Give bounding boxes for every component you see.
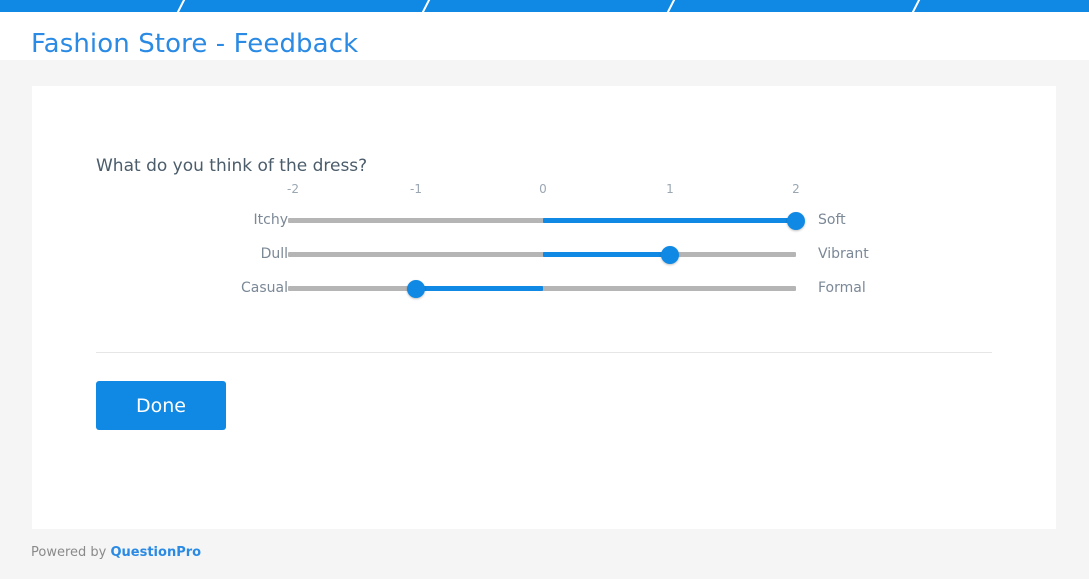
slider-thumb[interactable] <box>661 246 679 264</box>
slider-left-anchor-label: Casual <box>241 280 288 296</box>
header-band: Fashion Store - Feedback <box>0 12 1089 60</box>
slider-thumb[interactable] <box>407 280 425 298</box>
scale-tick-row: -2 -1 0 1 2 <box>32 182 1056 204</box>
progress-segment-divider <box>420 0 432 12</box>
slider-left-anchor-label: Dull <box>260 246 288 262</box>
slider-track[interactable] <box>288 218 796 223</box>
section-divider <box>96 352 992 353</box>
slider-fill <box>416 286 543 291</box>
slider-right-anchor-label: Vibrant <box>818 246 869 262</box>
scale-tick: -1 <box>410 182 422 196</box>
progress-segment-divider <box>910 0 922 12</box>
survey-card: What do you think of the dress? -2 -1 0 … <box>32 86 1056 529</box>
scale-tick: 2 <box>792 182 800 196</box>
scale-tick: 0 <box>539 182 547 196</box>
scale-tick: -2 <box>287 182 299 196</box>
progress-segment-divider <box>175 0 187 12</box>
page-title: Fashion Store - Feedback <box>31 29 359 59</box>
footer-powered-by-label: Powered by <box>31 545 111 560</box>
slider-right-anchor-label: Formal <box>818 280 866 296</box>
slider-row[interactable]: Itchy Soft <box>32 204 1056 238</box>
scale-tick: 1 <box>666 182 674 196</box>
footer: Powered by QuestionPro <box>31 545 201 560</box>
slider-scale-group: -2 -1 0 1 2 Itchy Soft Dull Vibrant Casu… <box>32 182 1056 306</box>
slider-row[interactable]: Casual Formal <box>32 272 1056 306</box>
slider-fill <box>543 252 670 257</box>
slider-right-anchor-label: Soft <box>818 212 846 228</box>
slider-left-anchor-label: Itchy <box>253 212 288 228</box>
survey-progress-bar <box>0 0 1089 12</box>
progress-segment-divider <box>665 0 677 12</box>
question-title: What do you think of the dress? <box>96 156 368 176</box>
slider-row[interactable]: Dull Vibrant <box>32 238 1056 272</box>
slider-track[interactable] <box>288 252 796 257</box>
done-button[interactable]: Done <box>96 381 226 430</box>
slider-fill <box>543 218 796 223</box>
slider-thumb[interactable] <box>787 212 805 230</box>
questionpro-brand-link[interactable]: QuestionPro <box>110 545 202 560</box>
